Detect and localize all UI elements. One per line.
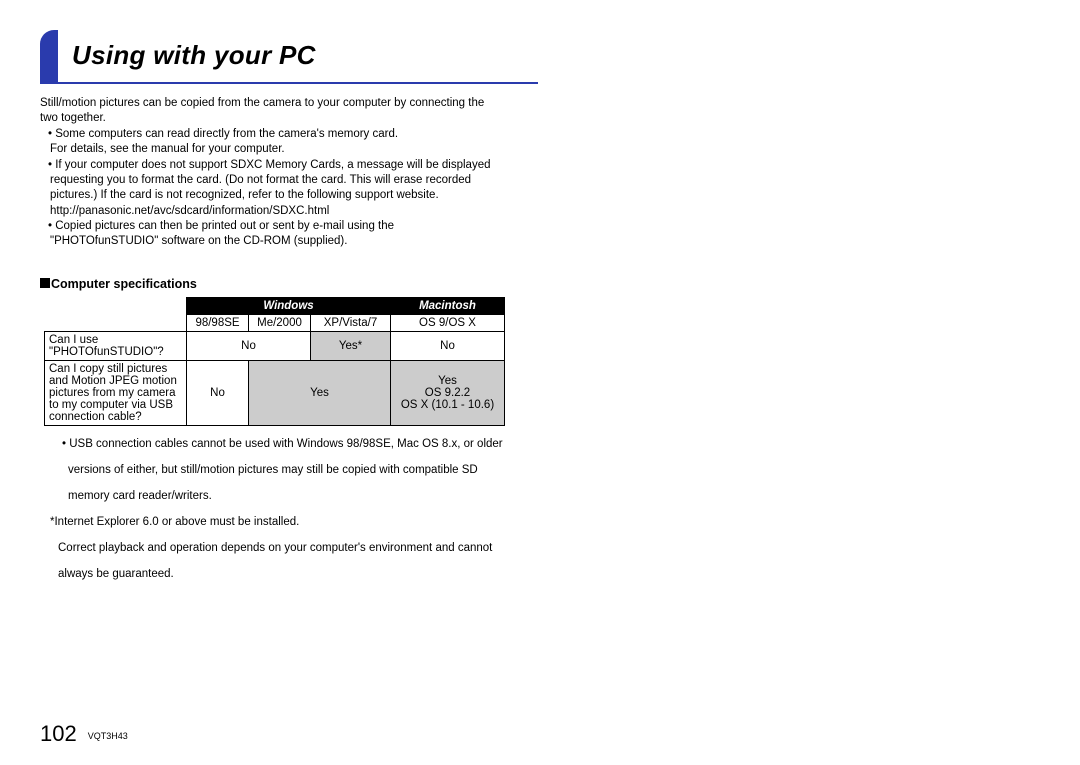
note-star: *Internet Explorer 6.0 or above must be …: [50, 515, 1040, 529]
cell-yes: Yes: [249, 360, 391, 425]
title-corner-ornament: [40, 30, 58, 84]
cell-line: OS 9.2.2: [425, 387, 470, 399]
table-row: Can I copy still pictures and Motion JPE…: [45, 360, 505, 425]
intro-line: For details, see the manual for your com…: [40, 142, 1040, 156]
intro-bullet: • Copied pictures can then be printed ou…: [44, 219, 1040, 233]
row-q-line: connection cable?: [49, 411, 142, 423]
intro-line: pictures.) If the card is not recognized…: [40, 188, 1040, 202]
row-q-line: "PHOTOfunSTUDIO"?: [49, 346, 164, 358]
row-question: Can I copy still pictures and Motion JPE…: [45, 360, 187, 425]
notes-block: • USB connection cables cannot be used w…: [40, 437, 1040, 581]
row-q-line: to my computer via USB: [49, 399, 173, 411]
note-line: always be guaranteed.: [50, 567, 1040, 581]
section-title-bar: Using with your PC: [40, 30, 1040, 84]
row-q-line: Can I copy still pictures: [49, 363, 167, 375]
section-heading-text: Computer specifications: [51, 277, 197, 291]
th-windows: Windows: [187, 297, 391, 314]
intro-text-block: Still/motion pictures can be copied from…: [40, 96, 1040, 249]
cell-line: Yes: [438, 375, 457, 387]
cell-mac-versions: Yes OS 9.2.2 OS X (10.1 - 10.6): [391, 360, 505, 425]
page-title: Using with your PC: [72, 30, 316, 84]
document-code: VQT3H43: [88, 731, 128, 741]
cell-line: OS X (10.1 - 10.6): [401, 399, 494, 411]
th-win2: Me/2000: [249, 314, 311, 331]
cell-yes-star: Yes*: [311, 331, 391, 360]
square-bullet-icon: [40, 278, 50, 288]
intro-bullet: • Some computers can read directly from …: [44, 127, 1040, 141]
note-line: Correct playback and operation depends o…: [50, 541, 1040, 555]
page-number: 102: [40, 721, 77, 746]
note-line: versions of either, but still/motion pic…: [58, 463, 1040, 477]
section-heading: Computer specifications: [40, 277, 1040, 291]
spec-table: Windows Macintosh 98/98SE Me/2000 XP/Vis…: [44, 297, 505, 426]
th-win3: XP/Vista/7: [311, 314, 391, 331]
th-win1: 98/98SE: [187, 314, 249, 331]
th-macintosh: Macintosh: [391, 297, 505, 314]
row-q-line: Can I use: [49, 334, 98, 346]
table-row: Can I use "PHOTOfunSTUDIO"? No Yes* No: [45, 331, 505, 360]
cell-no: No: [187, 331, 311, 360]
cell-no: No: [187, 360, 249, 425]
intro-line: two together.: [40, 111, 1040, 125]
table-header-row: Windows Macintosh: [45, 297, 505, 314]
intro-line: "PHOTOfunSTUDIO" software on the CD-ROM …: [40, 234, 1040, 248]
row-q-line: pictures from my camera: [49, 387, 176, 399]
cell-no: No: [391, 331, 505, 360]
note-line: memory card reader/writers.: [58, 489, 1040, 503]
intro-bullet: • If your computer does not support SDXC…: [44, 158, 1040, 172]
note-bullet: • USB connection cables cannot be used w…: [58, 437, 1040, 451]
intro-line: http://panasonic.net/avc/sdcard/informat…: [40, 204, 1040, 218]
intro-line: requesting you to format the card. (Do n…: [40, 173, 1040, 187]
intro-line: Still/motion pictures can be copied from…: [40, 96, 1040, 110]
th-mac: OS 9/OS X: [391, 314, 505, 331]
page-footer: 102 VQT3H43: [40, 721, 128, 747]
row-q-line: and Motion JPEG motion: [49, 375, 177, 387]
row-question: Can I use "PHOTOfunSTUDIO"?: [45, 331, 187, 360]
